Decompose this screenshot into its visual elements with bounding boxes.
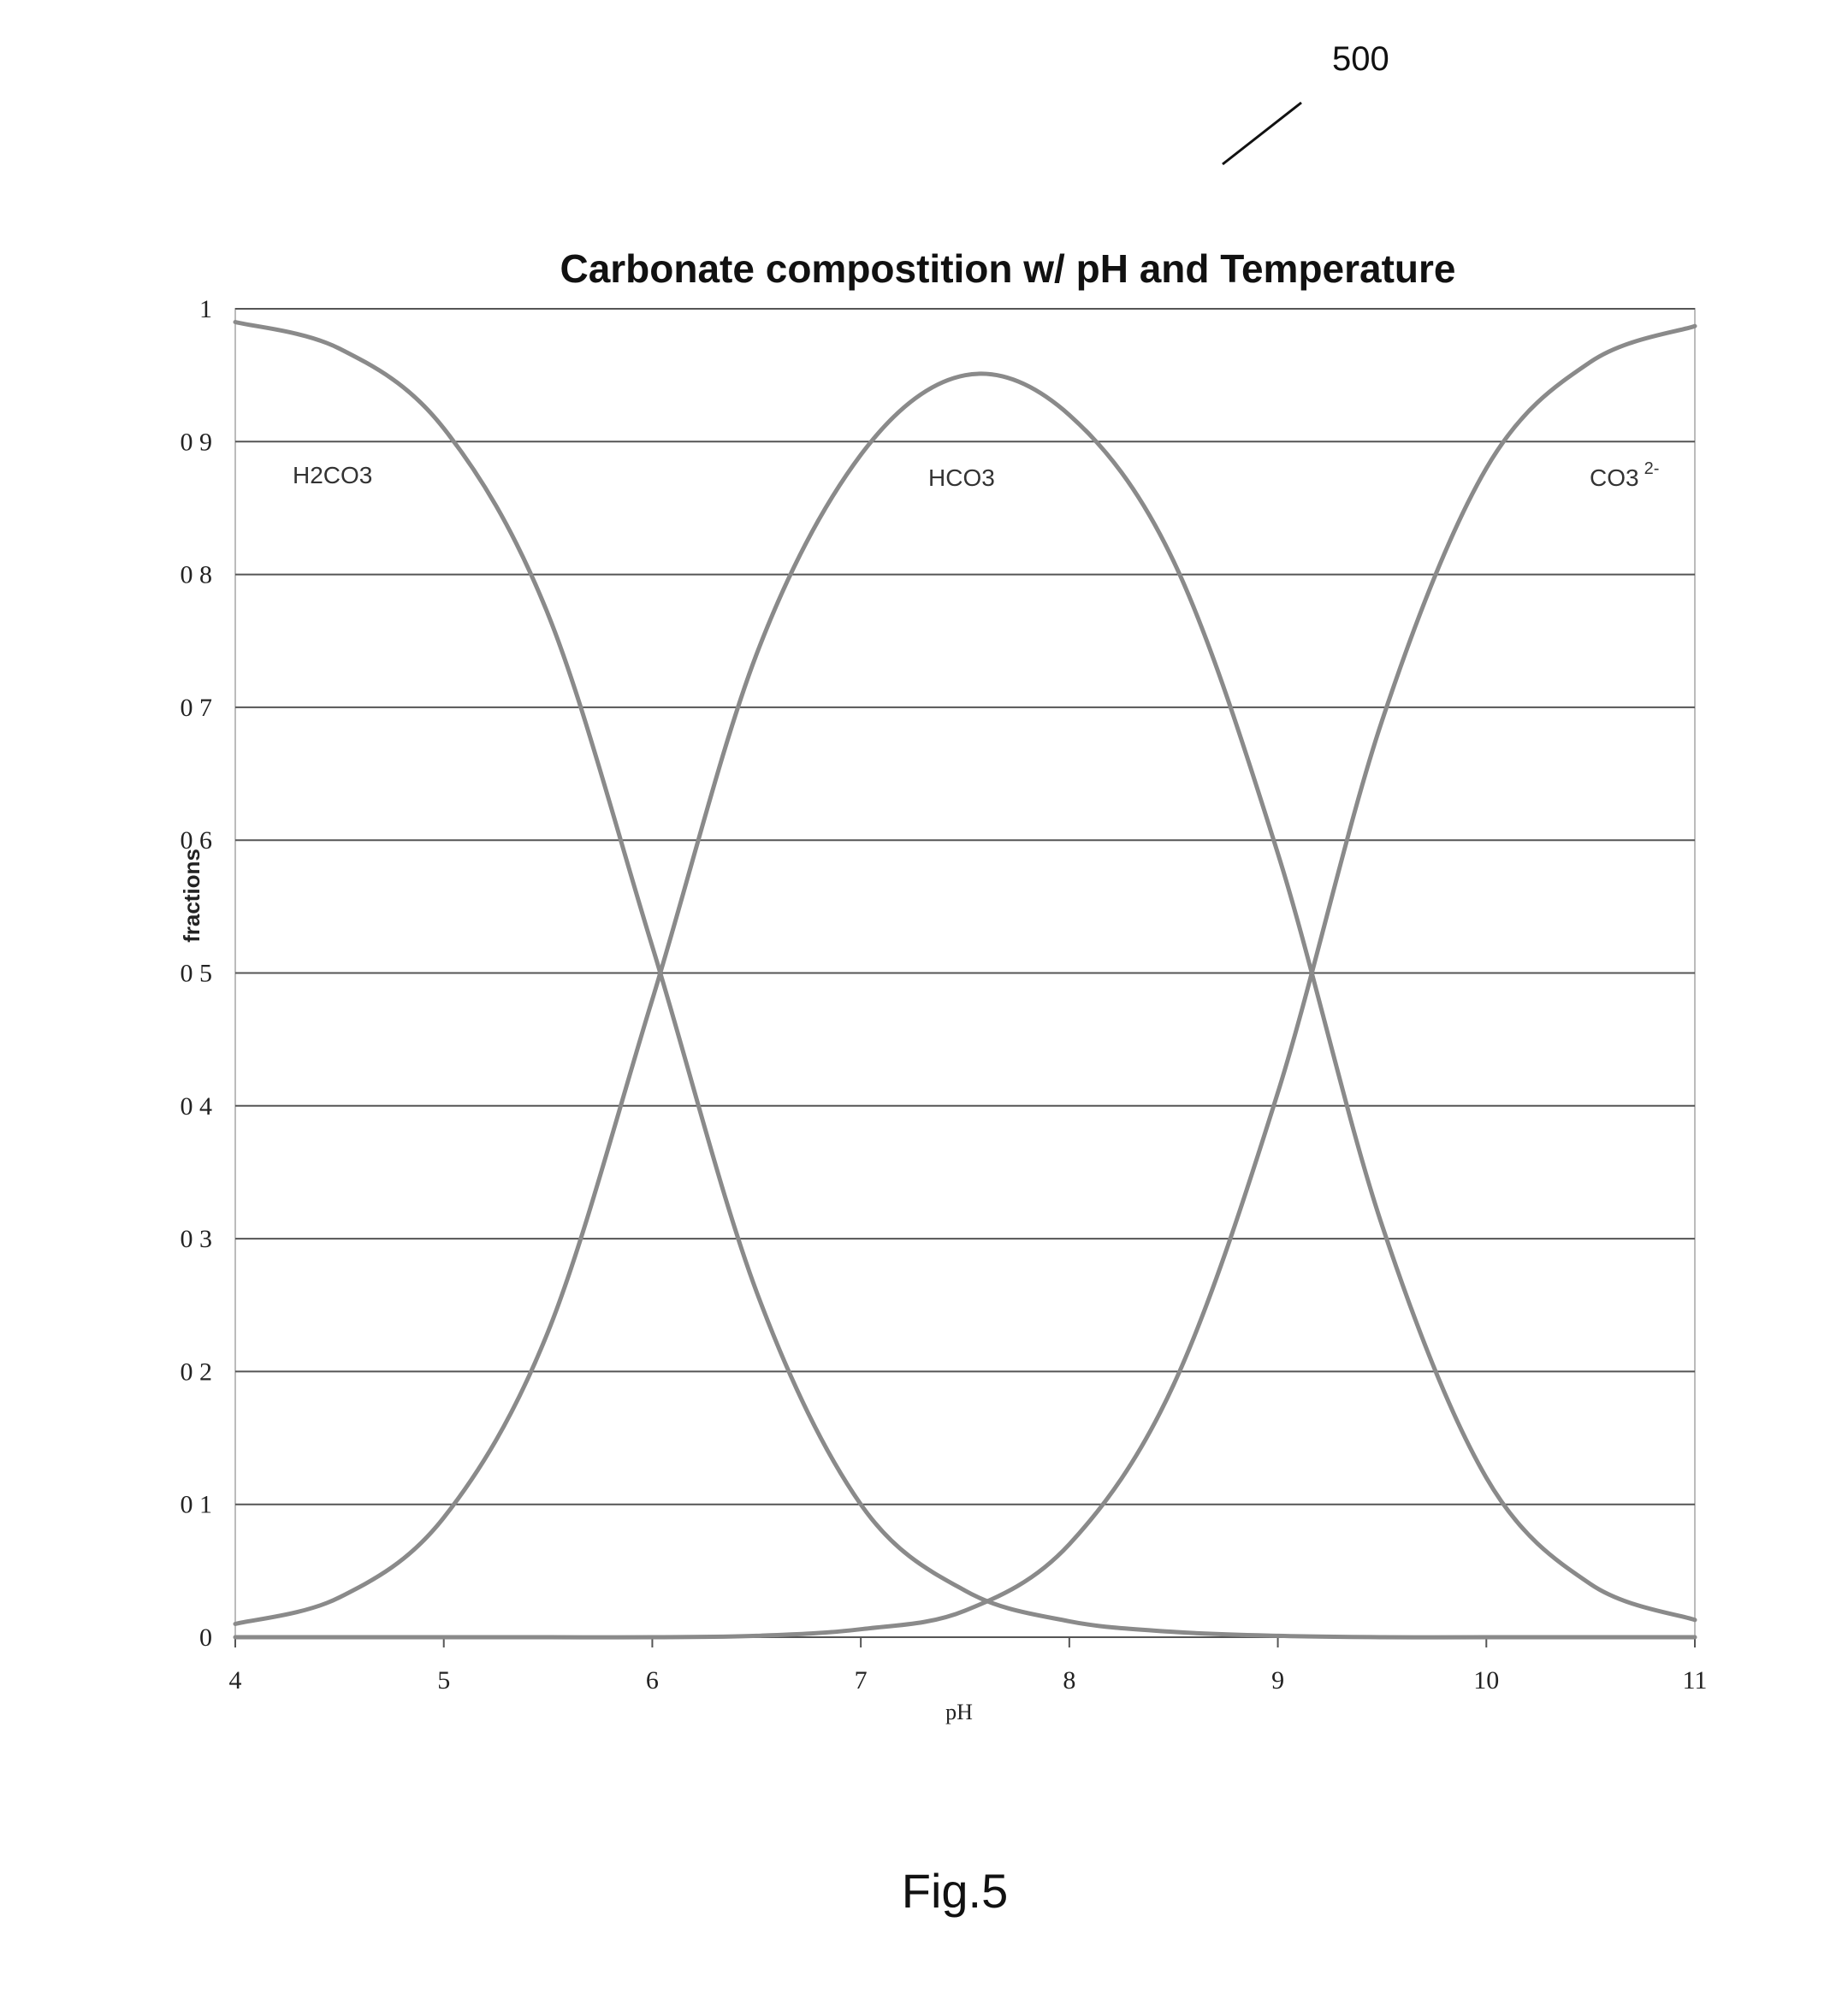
y-tick-label: 0 9 (181, 428, 213, 456)
y-tick-label: 0 2 (181, 1357, 213, 1386)
y-tick-label: 0 3 (181, 1225, 213, 1253)
x-tick-label: 7 (855, 1666, 868, 1695)
x-tick-label: 5 (437, 1666, 450, 1695)
x-axis-label: pH (945, 1700, 973, 1724)
y-tick-label: 0 7 (181, 694, 213, 722)
series-lines (235, 322, 1695, 1638)
y-tick-label: 0 (199, 1624, 212, 1652)
series-label-hco3: HCO3 (928, 464, 995, 491)
series-line-h2co3 (235, 322, 1695, 1638)
x-tick-label: 10 (1473, 1666, 1499, 1695)
figure-caption: Fig.5 (902, 1864, 1009, 1918)
y-tick-label: 0 4 (181, 1092, 213, 1121)
y-tick-labels: 00 10 20 30 40 50 60 70 80 91 (181, 295, 213, 1652)
series-label-co3-base: CO3 (1590, 464, 1639, 491)
x-tick-label: 4 (229, 1666, 242, 1695)
y-tick-label: 0 5 (181, 960, 213, 988)
y-tick-label: 1 (199, 295, 212, 323)
x-tick-label: 9 (1271, 1666, 1284, 1695)
x-tick-label: 6 (646, 1666, 659, 1695)
series-label-h2co3: H2CO3 (293, 462, 372, 488)
reference-leader-line (1223, 103, 1301, 164)
x-tick-labels: 4 5 6 7 8 9 10 11 (229, 1637, 1708, 1695)
reference-numeral: 500 (1332, 40, 1389, 78)
x-tick-label: 8 (1063, 1666, 1075, 1695)
y-axis-label: fractions (179, 849, 204, 943)
gridlines (235, 309, 1695, 1637)
series-line-co3 (235, 326, 1695, 1637)
y-tick-label: 0 8 (181, 561, 213, 589)
series-label-co3: CO3 2- (1590, 459, 1659, 491)
y-tick-label: 0 1 (181, 1491, 213, 1519)
x-tick-label: 11 (1683, 1666, 1708, 1695)
series-line-hco3 (235, 374, 1695, 1624)
chart-title: Carbonate compostition w/ pH and Tempera… (560, 246, 1455, 291)
series-label-co3-charge: 2- (1644, 459, 1660, 478)
